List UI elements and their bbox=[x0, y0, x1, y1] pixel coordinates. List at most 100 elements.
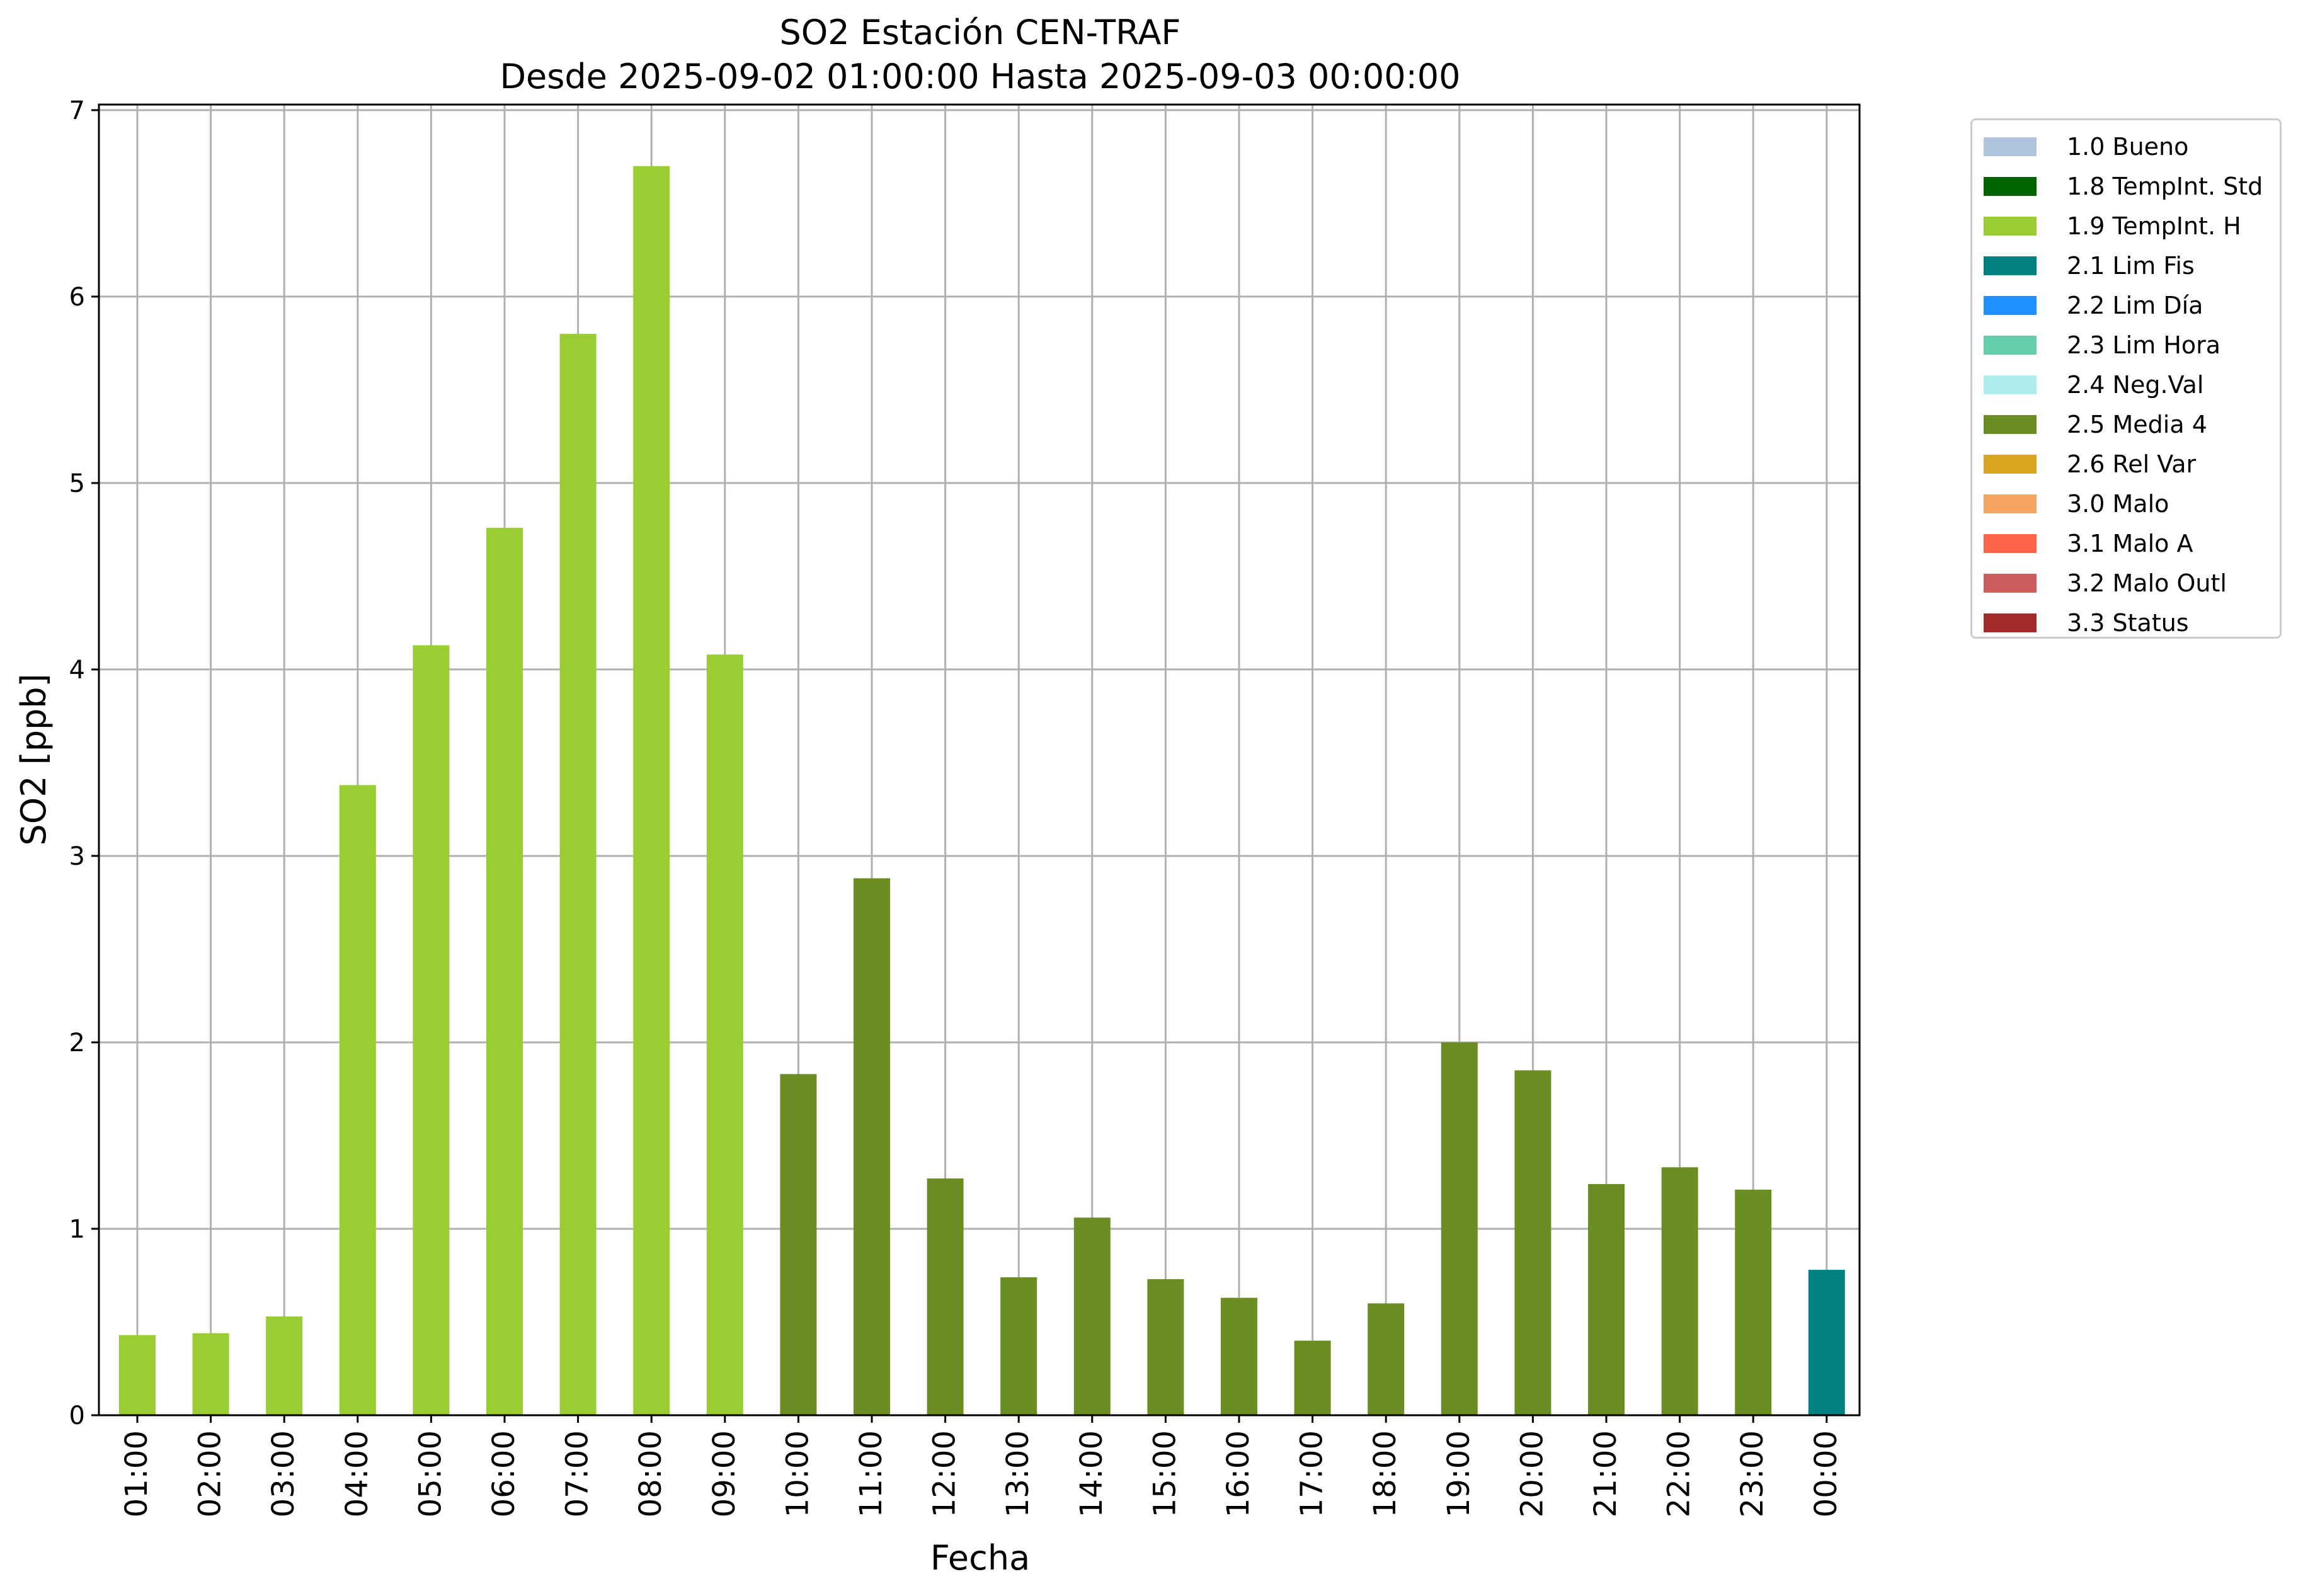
bar-0200 bbox=[192, 1333, 229, 1415]
legend-label: 2.4 Neg.Val bbox=[2067, 371, 2204, 399]
chart-title: SO2 Estación CEN-TRAF bbox=[779, 13, 1180, 52]
y-axis-label: SO2 [ppb] bbox=[14, 673, 54, 845]
legend-label: 3.1 Malo A bbox=[2067, 530, 2193, 557]
legend-item: 2.4 Neg.Val bbox=[1984, 372, 2273, 397]
legend-item: 2.1 Lim Fis bbox=[1984, 253, 2273, 278]
legend-swatch bbox=[1984, 217, 2037, 236]
x-tick-label: 18:00 bbox=[1368, 1430, 1403, 1517]
x-tick-label: 11:00 bbox=[854, 1430, 889, 1517]
legend-item: 1.0 Bueno bbox=[1984, 134, 2273, 159]
y-tick-label: 2 bbox=[69, 1029, 85, 1057]
x-tick-label: 08:00 bbox=[633, 1430, 668, 1517]
bar-1800 bbox=[1368, 1303, 1405, 1415]
bar-1100 bbox=[854, 878, 890, 1415]
legend-label: 2.3 Lim Hora bbox=[2067, 331, 2221, 359]
x-tick-label: 20:00 bbox=[1514, 1430, 1550, 1517]
x-tick-label: 10:00 bbox=[780, 1430, 815, 1517]
bar-0500 bbox=[413, 645, 450, 1415]
legend-item: 2.6 Rel Var bbox=[1984, 452, 2273, 477]
legend-item: 3.3 Status bbox=[1984, 610, 2273, 636]
y-tick-label: 6 bbox=[69, 283, 85, 312]
legend: 1.0 Bueno 1.8 TempInt. Std 1.9 TempInt. H 2… bbox=[1970, 118, 2282, 639]
x-tick-label: 23:00 bbox=[1735, 1430, 1770, 1517]
x-tick-label: 13:00 bbox=[1000, 1430, 1036, 1517]
legend-item: 1.9 TempInt. H bbox=[1984, 214, 2273, 239]
legend-label: 1.0 Bueno bbox=[2067, 133, 2189, 161]
x-tick-label: 09:00 bbox=[707, 1430, 742, 1517]
legend-item: 2.2 Lim Día bbox=[1984, 293, 2273, 318]
legend-label: 3.3 Status bbox=[2067, 609, 2189, 637]
chart-subtitle: Desde 2025-09-02 01:00:00 Hasta 2025-09-… bbox=[500, 57, 1460, 96]
bar-1500 bbox=[1147, 1279, 1184, 1415]
bar-1200 bbox=[927, 1178, 964, 1415]
bar-1900 bbox=[1441, 1042, 1478, 1415]
y-tick-label: 1 bbox=[69, 1215, 85, 1244]
bar-1400 bbox=[1073, 1217, 1111, 1415]
legend-item: 2.5 Media 4 bbox=[1984, 412, 2273, 437]
legend-label: 1.9 TempInt. H bbox=[2067, 212, 2241, 240]
legend-swatch bbox=[1984, 534, 2037, 553]
bar-0000 bbox=[1808, 1270, 1845, 1415]
y-ticks: 0 1 2 3 4 5 6 7 bbox=[69, 96, 99, 1430]
x-tick-label: 02:00 bbox=[193, 1430, 228, 1517]
legend-label: 3.2 Malo Outl bbox=[2067, 569, 2227, 597]
y-tick-label: 4 bbox=[69, 656, 85, 685]
x-tick-label: 12:00 bbox=[927, 1430, 963, 1517]
legend-label: 2.1 Lim Fis bbox=[2067, 252, 2195, 280]
x-tick-label: 19:00 bbox=[1441, 1430, 1477, 1517]
bar-1300 bbox=[1000, 1277, 1037, 1415]
legend-swatch bbox=[1984, 296, 2037, 315]
x-ticks: 01:00 02:00 03:00 04:00 05:00 06:00 07:00 08:00… bbox=[119, 1415, 1844, 1517]
x-tick-label: 03:00 bbox=[266, 1430, 301, 1517]
bar-1700 bbox=[1294, 1340, 1331, 1415]
bar-2300 bbox=[1735, 1189, 1772, 1415]
legend-item: 3.0 Malo bbox=[1984, 491, 2273, 516]
x-tick-label: 15:00 bbox=[1147, 1430, 1182, 1517]
x-tick-label: 14:00 bbox=[1074, 1430, 1109, 1517]
bar-2200 bbox=[1661, 1167, 1698, 1415]
bar-2000 bbox=[1514, 1070, 1552, 1415]
legend-item: 2.3 Lim Hora bbox=[1984, 333, 2273, 358]
x-tick-label: 17:00 bbox=[1294, 1430, 1330, 1517]
y-tick-label: 5 bbox=[69, 469, 85, 498]
legend-swatch bbox=[1984, 375, 2037, 394]
bar-0400 bbox=[339, 785, 376, 1415]
plot-frame bbox=[98, 103, 1861, 1416]
legend-swatch bbox=[1984, 574, 2037, 593]
bar-0600 bbox=[486, 527, 523, 1415]
legend-swatch bbox=[1984, 455, 2037, 474]
bar-1600 bbox=[1221, 1297, 1257, 1415]
x-tick-label: 01:00 bbox=[119, 1430, 154, 1517]
legend-swatch bbox=[1984, 336, 2037, 355]
bar-0300 bbox=[266, 1316, 303, 1415]
bar-0900 bbox=[706, 654, 743, 1415]
x-tick-label: 05:00 bbox=[413, 1430, 448, 1517]
legend-swatch bbox=[1984, 415, 2037, 434]
legend-label: 2.6 Rel Var bbox=[2067, 450, 2197, 478]
bar-2100 bbox=[1588, 1183, 1625, 1415]
y-tick-label: 3 bbox=[69, 842, 85, 871]
legend-swatch bbox=[1984, 137, 2037, 156]
bar-0800 bbox=[633, 166, 670, 1415]
legend-swatch bbox=[1984, 256, 2037, 275]
legend-label: 2.2 Lim Día bbox=[2067, 292, 2203, 319]
x-tick-label: 00:00 bbox=[1809, 1430, 1844, 1517]
bar-0700 bbox=[559, 334, 597, 1415]
x-tick-label: 22:00 bbox=[1662, 1430, 1697, 1517]
legend-item: 1.8 TempInt. Std bbox=[1984, 174, 2273, 199]
legend-swatch bbox=[1984, 177, 2037, 196]
bar-1000 bbox=[780, 1074, 817, 1415]
x-tick-label: 04:00 bbox=[340, 1430, 375, 1517]
x-tick-label: 16:00 bbox=[1221, 1430, 1256, 1517]
bars-group bbox=[119, 166, 1845, 1415]
legend-item: 3.1 Malo A bbox=[1984, 531, 2273, 556]
y-tick-label: 0 bbox=[69, 1401, 85, 1430]
y-tick-label: 7 bbox=[69, 96, 85, 125]
legend-label: 1.8 TempInt. Std bbox=[2067, 173, 2263, 200]
legend-label: 2.5 Media 4 bbox=[2067, 411, 2207, 438]
legend-item: 3.2 Malo Outl bbox=[1984, 571, 2273, 596]
legend-label: 3.0 Malo bbox=[2067, 490, 2169, 518]
bar-0100 bbox=[119, 1335, 156, 1415]
x-tick-label: 21:00 bbox=[1588, 1430, 1623, 1517]
